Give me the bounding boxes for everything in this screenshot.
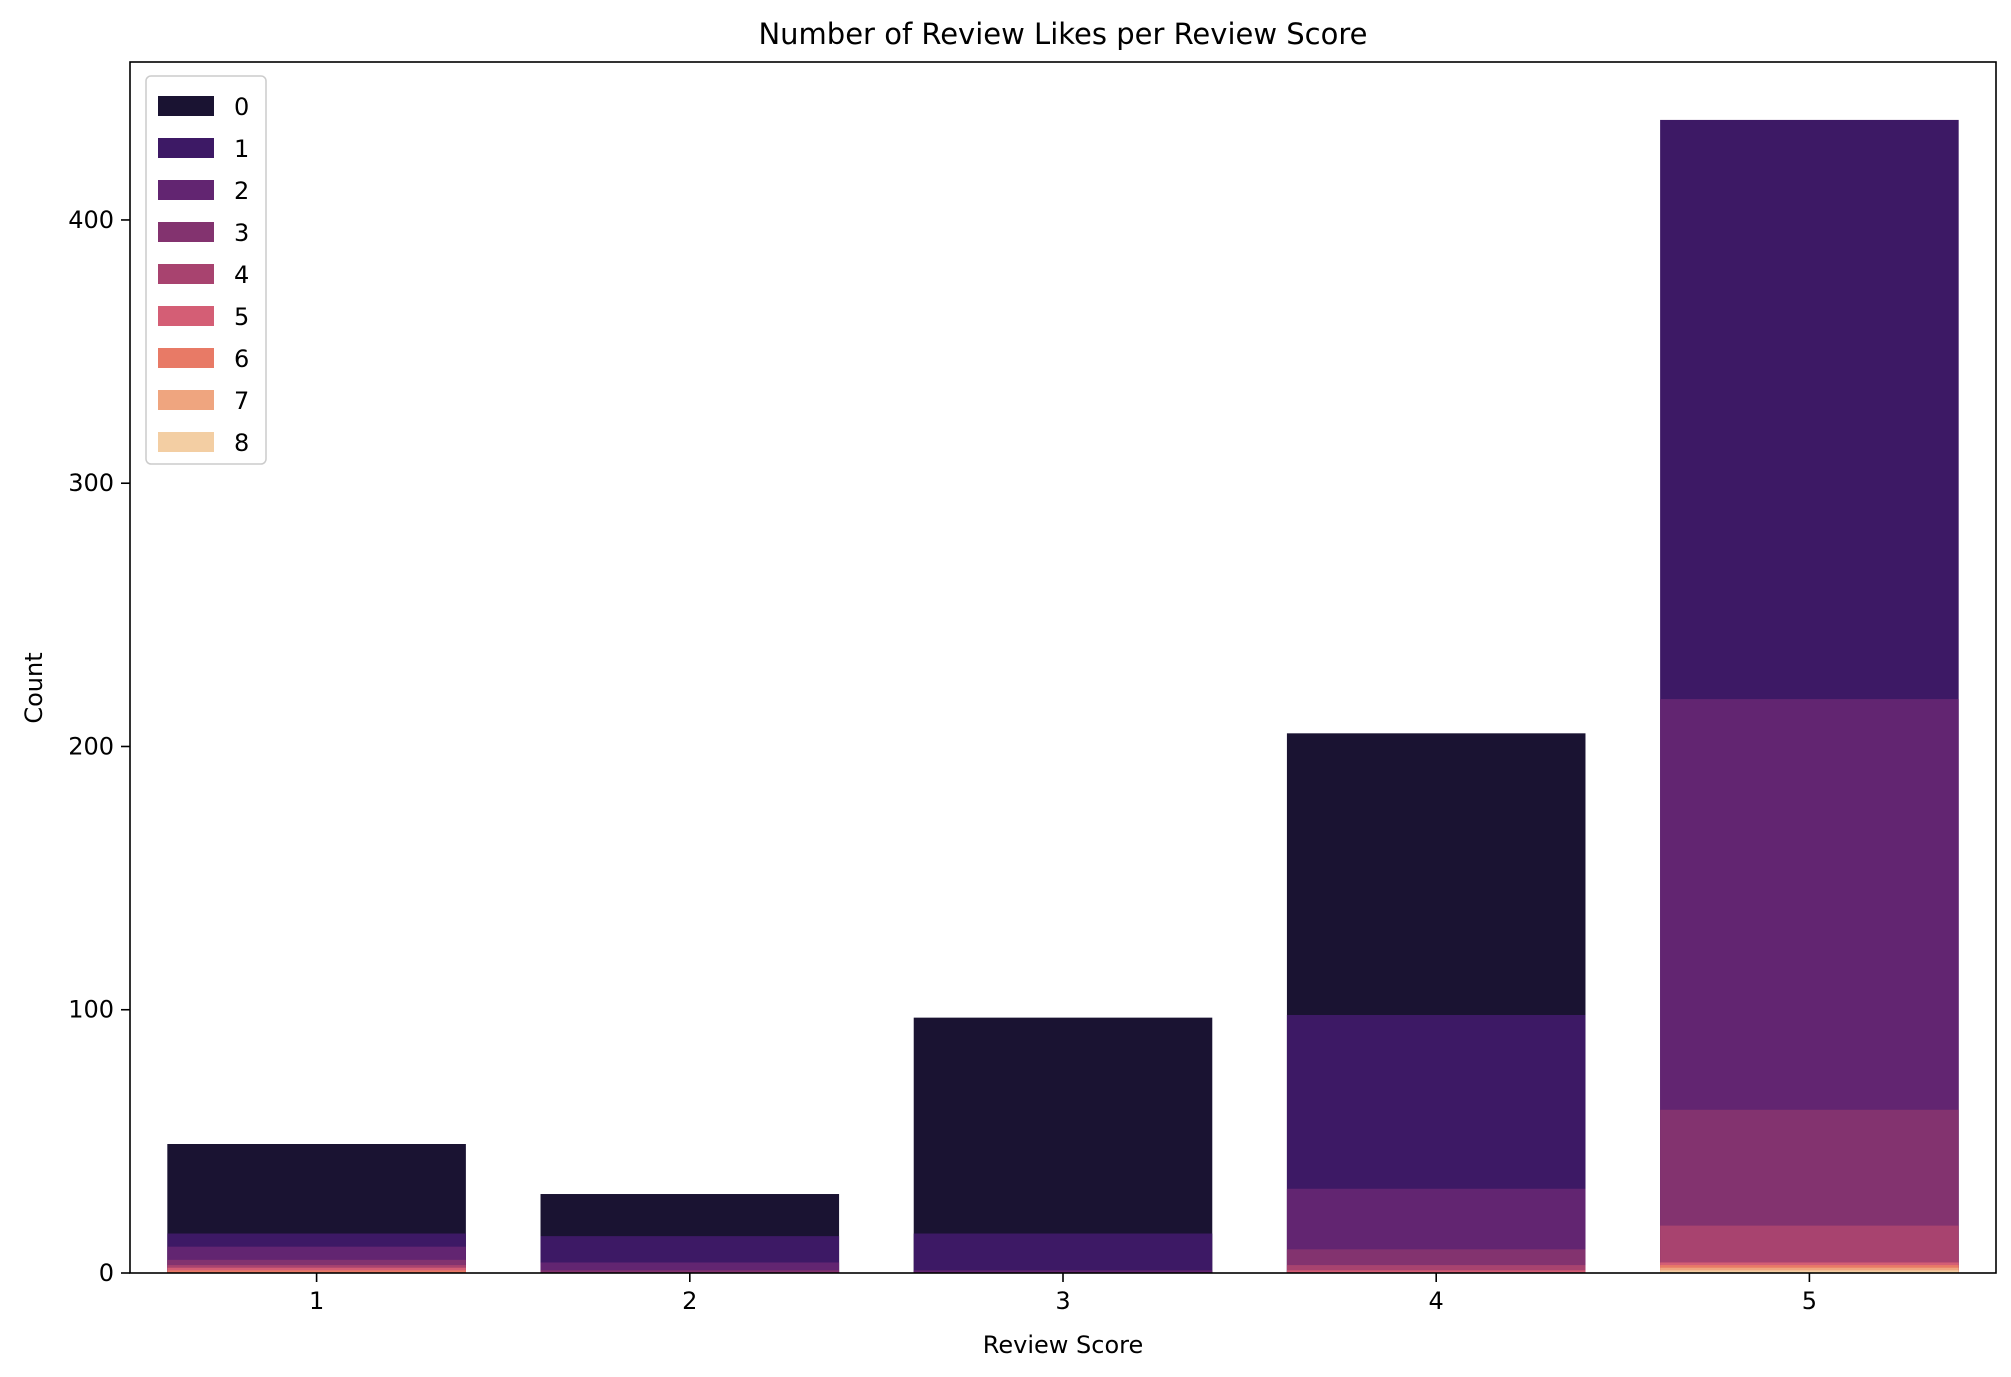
legend-swatch-0: [158, 96, 214, 116]
legend-swatch-5: [158, 306, 214, 326]
legend-label-8: 8: [234, 429, 249, 457]
x-tick-label-5: 5: [1802, 1287, 1817, 1315]
legend-label-6: 6: [234, 345, 249, 373]
x-tick-label-3: 3: [1055, 1287, 1070, 1315]
bar-series-4-score-4: [1286, 1265, 1586, 1273]
x-axis: 1 2 3 4 5: [309, 1273, 1817, 1315]
chart-title: Number of Review Likes per Review Score: [758, 17, 1367, 51]
bar-series-5-score-4: [1286, 1270, 1586, 1273]
legend-label-5: 5: [234, 303, 249, 331]
legend-swatch-4: [158, 264, 214, 284]
legend-label-7: 7: [234, 387, 249, 415]
y-axis: 0 100 200 300 400: [68, 206, 130, 1287]
legend-swatch-1: [158, 138, 214, 158]
legend-label-0: 0: [234, 93, 249, 121]
bar-series-8-score-5: [1660, 1270, 1959, 1273]
x-tick-label-4: 4: [1429, 1287, 1444, 1315]
legend-label-3: 3: [234, 219, 249, 247]
legend-swatch-7: [158, 390, 214, 410]
legend-swatch-2: [158, 180, 214, 200]
bar-series-1-score-3: [913, 1233, 1213, 1273]
legend-label-2: 2: [234, 177, 249, 205]
x-axis-label: Review Score: [983, 1331, 1143, 1359]
y-tick-label-100: 100: [68, 996, 114, 1024]
legend-swatch-3: [158, 222, 214, 242]
bar-series-3-score-2: [540, 1270, 840, 1273]
bar-series-6-score-1: [167, 1270, 466, 1273]
legend-swatch-6: [158, 348, 214, 368]
bar-series-2-score-2: [540, 1262, 840, 1273]
x-tick-label-2: 2: [682, 1287, 697, 1315]
y-tick-label-0: 0: [99, 1259, 114, 1287]
bar-series-7-score-5: [1660, 1267, 1959, 1273]
legend-label-4: 4: [234, 261, 249, 289]
bar-series-2-score-3: [913, 1270, 1213, 1273]
legend-label-1: 1: [234, 135, 249, 163]
legend: 0 1 2 3 4 5 6 7 8: [145, 75, 267, 465]
legend-swatch-8: [158, 432, 214, 452]
bar-series-0-score-3: [913, 1017, 1213, 1273]
y-tick-label-200: 200: [68, 732, 114, 760]
y-axis-label: Count: [20, 652, 48, 723]
y-tick-label-400: 400: [68, 206, 114, 234]
y-tick-label-300: 300: [68, 469, 114, 497]
bar-series-5-score-1: [167, 1267, 466, 1273]
bars-layer: [167, 119, 1959, 1273]
x-tick-label-1: 1: [309, 1287, 324, 1315]
